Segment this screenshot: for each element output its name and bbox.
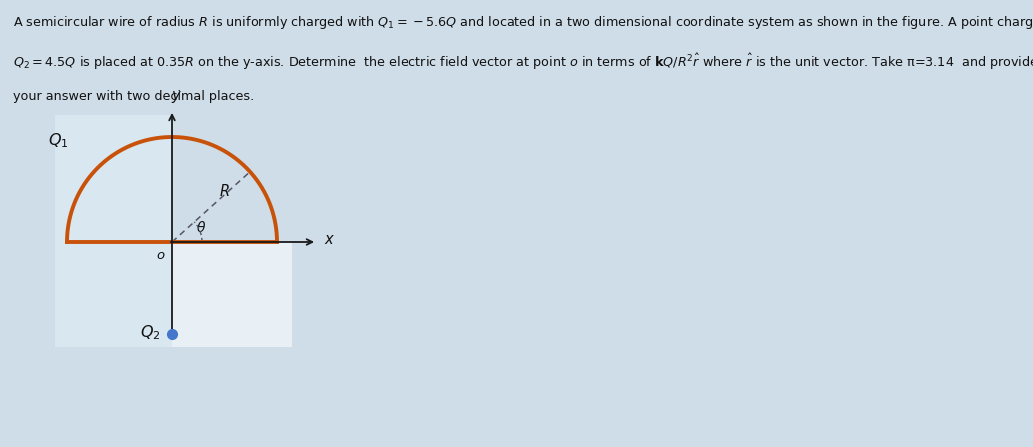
Text: $x$: $x$ [324, 232, 335, 248]
Text: $o$: $o$ [157, 249, 166, 262]
Text: $Q_2 = 4.5Q$ is placed at $0.35R$ on the y-axis. Determine  the electric field v: $Q_2 = 4.5Q$ is placed at $0.35R$ on the… [13, 52, 1033, 72]
Text: $R$: $R$ [219, 183, 229, 199]
Bar [173, 242, 292, 347]
Text: $Q_1$: $Q_1$ [49, 131, 69, 150]
Bar [55, 242, 173, 347]
Text: A semicircular wire of radius $R$ is uniformly charged with $Q_1 = -5.6Q$ and lo: A semicircular wire of radius $R$ is uni… [13, 14, 1033, 31]
Text: your answer with two decimal places.: your answer with two decimal places. [13, 90, 254, 103]
Text: $Q_2$: $Q_2$ [140, 324, 161, 342]
Bar [55, 115, 173, 242]
Text: $y$: $y$ [171, 89, 183, 105]
Text: $\theta$: $\theta$ [196, 220, 207, 235]
